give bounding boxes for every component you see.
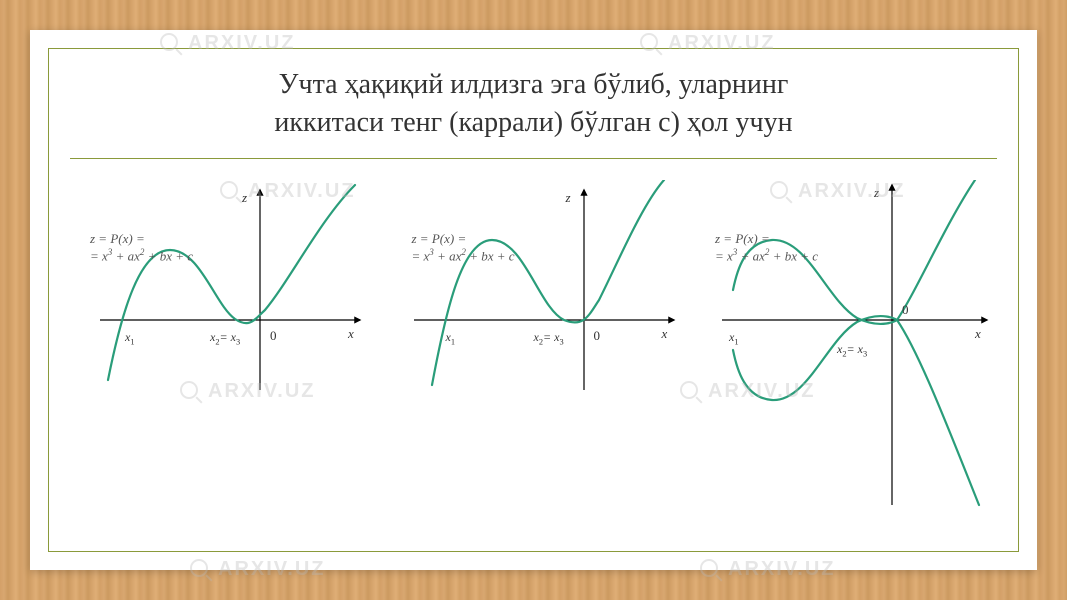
x-axis-label: x	[662, 326, 668, 342]
tick-label: x2= x3	[534, 330, 564, 346]
tick-label: x1	[125, 330, 135, 346]
tick-label: x1	[446, 330, 456, 346]
tick-label: x2= x3	[837, 342, 867, 358]
origin-label: 0	[902, 302, 909, 318]
z-axis-label: z	[566, 190, 571, 206]
origin-label: 0	[270, 328, 277, 344]
plot-c: z = P(x) == x3 + ax2 + bx + c z x 0 x1 x2= x3	[697, 180, 997, 510]
cubic-curve	[108, 185, 355, 380]
plot-a: z = P(x) == x3 + ax2 + bx + c z x 0 x1 x2= x3	[70, 180, 370, 400]
equation-label: z = P(x) == x3 + ax2 + bx + c	[90, 232, 193, 264]
plot-svg	[384, 180, 684, 400]
plot-svg	[70, 180, 370, 400]
equation-label: z = P(x) == x3 + ax2 + bx + c	[715, 232, 818, 264]
tick-label: x1	[729, 330, 739, 346]
z-axis-label: z	[874, 185, 879, 201]
plots-row: z = P(x) == x3 + ax2 + bx + c z x 0 x1 x2= x3…	[70, 180, 997, 530]
plot-b: z = P(x) == x3 + ax2 + bx + c z x 0 x1 x2= x3	[384, 180, 684, 400]
slide: Учта ҳақиқий илдизга эга бўлиб, уларнинг…	[30, 30, 1037, 570]
z-axis-label: z	[242, 190, 247, 206]
equation-label: z = P(x) == x3 + ax2 + bx + c	[412, 232, 515, 264]
slide-title: Учта ҳақиқий илдизга эга бўлиб, уларнинг…	[90, 66, 977, 142]
title-line2: иккитаси тенг (каррали) бўлган c) ҳол уч…	[274, 107, 792, 138]
x-axis-label: x	[975, 326, 981, 342]
origin-label: 0	[594, 328, 601, 344]
tick-label: x2= x3	[210, 330, 240, 346]
cubic-curve	[432, 180, 664, 385]
title-divider	[70, 158, 997, 159]
title-line1: Учта ҳақиқий илдизга эга бўлиб, уларнинг	[279, 69, 789, 100]
x-axis-label: x	[348, 326, 354, 342]
